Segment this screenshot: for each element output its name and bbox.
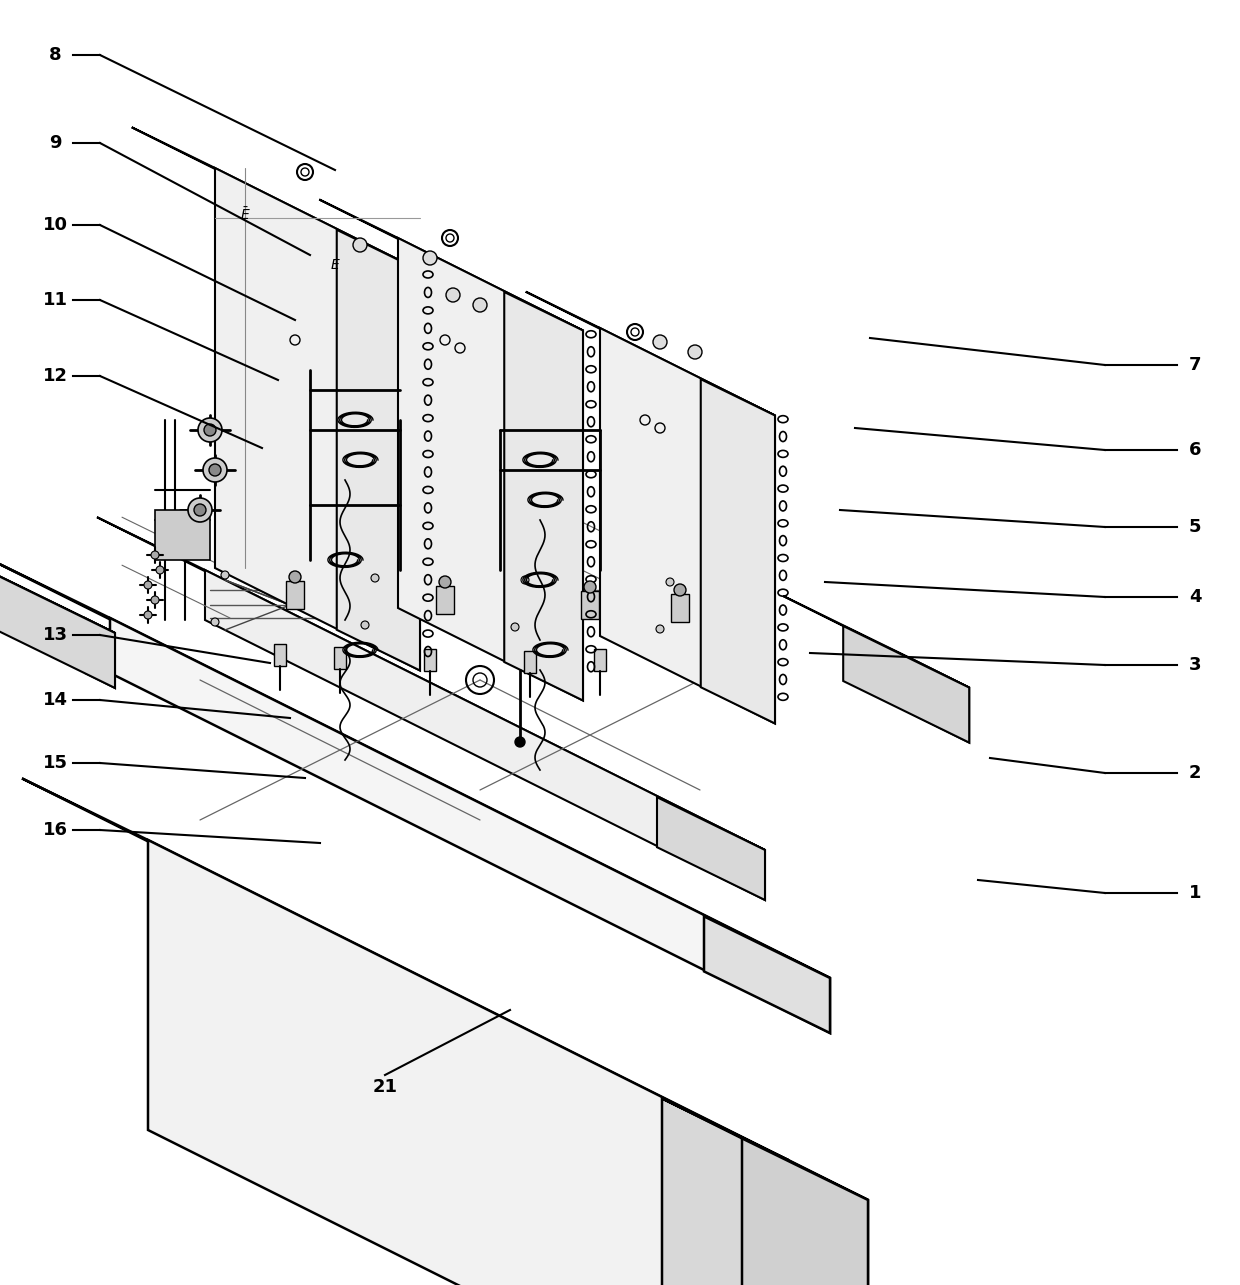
Text: 2: 2 bbox=[1189, 765, 1202, 783]
Text: 16: 16 bbox=[42, 821, 67, 839]
Circle shape bbox=[511, 623, 520, 631]
Text: 9: 9 bbox=[48, 134, 61, 152]
Bar bbox=[436, 586, 454, 614]
Circle shape bbox=[156, 565, 164, 574]
Polygon shape bbox=[662, 1099, 787, 1285]
Polygon shape bbox=[701, 379, 775, 723]
Polygon shape bbox=[600, 328, 775, 723]
Text: 10: 10 bbox=[42, 216, 67, 234]
Circle shape bbox=[688, 344, 702, 359]
Bar bbox=[671, 594, 689, 622]
Polygon shape bbox=[784, 596, 970, 687]
Circle shape bbox=[144, 610, 153, 619]
Circle shape bbox=[515, 738, 525, 747]
Polygon shape bbox=[909, 658, 970, 743]
Circle shape bbox=[472, 298, 487, 312]
Circle shape bbox=[666, 578, 675, 586]
Circle shape bbox=[656, 625, 663, 634]
Circle shape bbox=[205, 424, 216, 436]
Polygon shape bbox=[319, 199, 583, 330]
Text: 3: 3 bbox=[1189, 657, 1202, 675]
Polygon shape bbox=[662, 1099, 868, 1200]
Polygon shape bbox=[205, 571, 765, 899]
Bar bbox=[334, 648, 346, 669]
Circle shape bbox=[151, 551, 159, 559]
Text: 4: 4 bbox=[1189, 589, 1202, 607]
Polygon shape bbox=[0, 572, 115, 687]
Polygon shape bbox=[704, 916, 830, 1033]
Circle shape bbox=[521, 576, 529, 583]
Polygon shape bbox=[148, 840, 787, 1285]
Bar bbox=[286, 581, 304, 609]
Text: 13: 13 bbox=[42, 626, 67, 644]
Polygon shape bbox=[526, 292, 775, 415]
Bar bbox=[582, 591, 599, 619]
Circle shape bbox=[653, 335, 667, 350]
Text: 7: 7 bbox=[1189, 356, 1202, 374]
Polygon shape bbox=[86, 618, 115, 687]
Circle shape bbox=[675, 583, 686, 596]
Bar bbox=[525, 651, 536, 673]
Circle shape bbox=[203, 457, 227, 482]
Polygon shape bbox=[337, 230, 420, 671]
Text: $E$: $E$ bbox=[330, 258, 340, 272]
Text: 5: 5 bbox=[1189, 518, 1202, 536]
Polygon shape bbox=[505, 292, 583, 700]
Bar bbox=[424, 649, 436, 671]
Text: 11: 11 bbox=[42, 290, 67, 308]
Circle shape bbox=[198, 418, 222, 442]
Polygon shape bbox=[787, 1160, 868, 1285]
Circle shape bbox=[221, 571, 229, 580]
Text: 8: 8 bbox=[48, 46, 61, 64]
Bar bbox=[274, 644, 286, 666]
Polygon shape bbox=[398, 238, 583, 700]
Polygon shape bbox=[843, 626, 970, 743]
Polygon shape bbox=[110, 618, 830, 1033]
Polygon shape bbox=[215, 168, 420, 671]
Bar bbox=[594, 649, 606, 671]
Circle shape bbox=[188, 499, 212, 522]
Polygon shape bbox=[742, 1139, 868, 1285]
Text: 6: 6 bbox=[1189, 441, 1202, 459]
Polygon shape bbox=[0, 556, 830, 978]
Polygon shape bbox=[131, 127, 420, 271]
Circle shape bbox=[144, 581, 153, 589]
Circle shape bbox=[446, 288, 460, 302]
Polygon shape bbox=[0, 556, 115, 634]
Polygon shape bbox=[155, 510, 210, 560]
Circle shape bbox=[353, 238, 367, 252]
Circle shape bbox=[423, 251, 436, 265]
Circle shape bbox=[193, 504, 206, 517]
Polygon shape bbox=[22, 779, 787, 1160]
Circle shape bbox=[210, 464, 221, 475]
Circle shape bbox=[151, 596, 159, 604]
Text: 14: 14 bbox=[42, 691, 67, 709]
Circle shape bbox=[211, 618, 219, 626]
Circle shape bbox=[361, 621, 370, 628]
Text: 12: 12 bbox=[42, 368, 67, 386]
Circle shape bbox=[584, 581, 596, 592]
Text: 1: 1 bbox=[1189, 884, 1202, 902]
Polygon shape bbox=[657, 797, 765, 900]
Text: 21: 21 bbox=[372, 1078, 398, 1096]
Circle shape bbox=[439, 576, 451, 589]
Circle shape bbox=[289, 571, 301, 583]
Circle shape bbox=[371, 574, 379, 582]
Text: 15: 15 bbox=[42, 754, 67, 772]
Text: $\bar{E}$: $\bar{E}$ bbox=[239, 207, 250, 224]
Polygon shape bbox=[97, 517, 765, 849]
